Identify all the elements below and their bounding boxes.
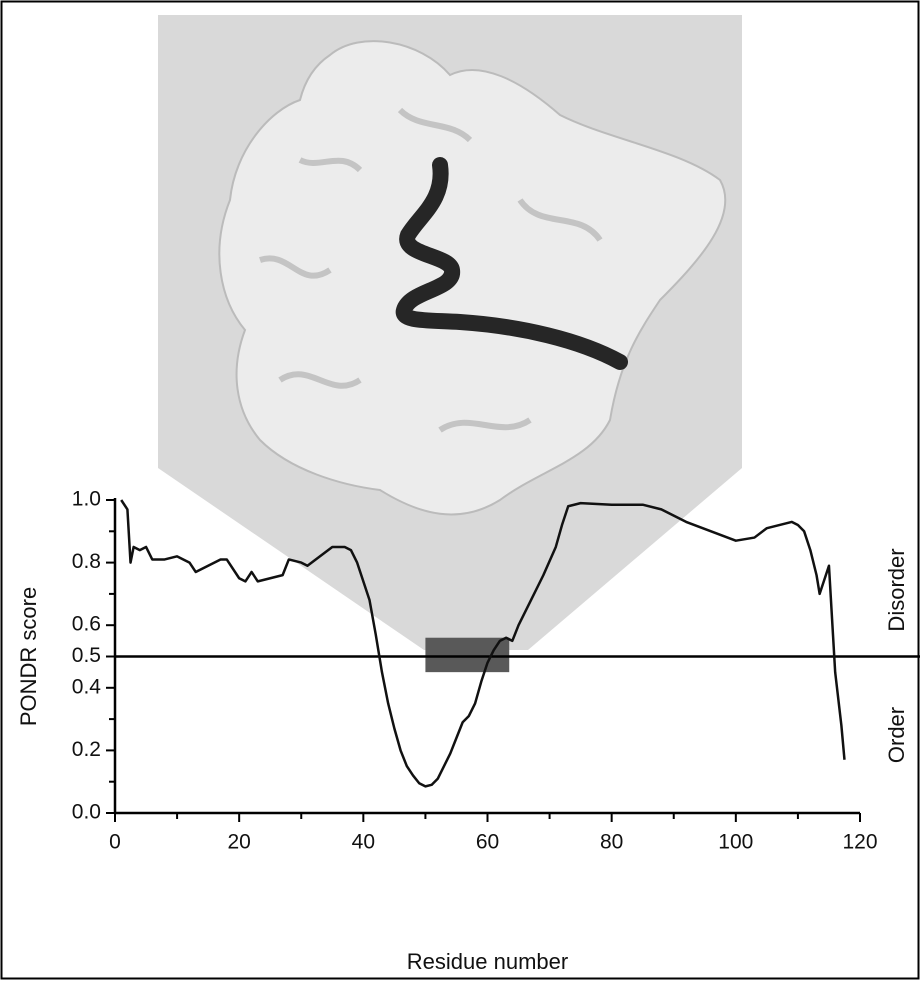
y-axis-label: PONDR score (16, 587, 41, 726)
y-tick-label: 0.8 (72, 550, 101, 573)
disorder-label: Disorder (884, 548, 909, 631)
x-axis-label: Residue number (407, 949, 568, 974)
order-label: Order (884, 707, 909, 763)
y-tick-label: 1.0 (72, 488, 101, 511)
x-tick-label: 100 (718, 831, 753, 854)
x-tick-label: 60 (476, 831, 499, 854)
x-tick-label: 120 (842, 831, 877, 854)
y-tick-label: 0.6 (72, 613, 101, 636)
pondr-line (120, 499, 846, 788)
y-tick-label: 0.5 (72, 644, 101, 667)
protein-texture (259, 107, 603, 433)
x-tick-label: 20 (227, 831, 250, 854)
y-tick-label: 0.0 (72, 801, 101, 824)
y-tick-label: 0.2 (72, 738, 101, 761)
x-tick-label: 40 (352, 831, 375, 854)
y-tick-label: 0.4 (72, 675, 102, 698)
x-tick-label: 80 (600, 831, 623, 854)
protein-structure (218, 40, 727, 516)
x-tick-label: 0 (109, 831, 121, 854)
highlight-region (425, 637, 510, 673)
helix-peptide (395, 157, 628, 370)
